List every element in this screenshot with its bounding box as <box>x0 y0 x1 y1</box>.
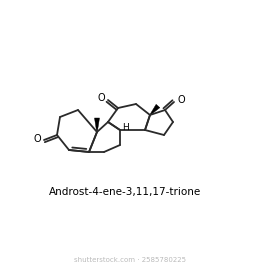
Polygon shape <box>150 104 160 115</box>
Text: Androst-4-ene-3,11,17-trione: Androst-4-ene-3,11,17-trione <box>49 187 201 197</box>
Text: H: H <box>123 123 129 132</box>
Polygon shape <box>94 118 100 132</box>
Text: shutterstock.com · 2585780225: shutterstock.com · 2585780225 <box>74 257 186 263</box>
Text: O: O <box>97 93 105 103</box>
Text: O: O <box>177 95 185 105</box>
Text: O: O <box>33 134 41 144</box>
